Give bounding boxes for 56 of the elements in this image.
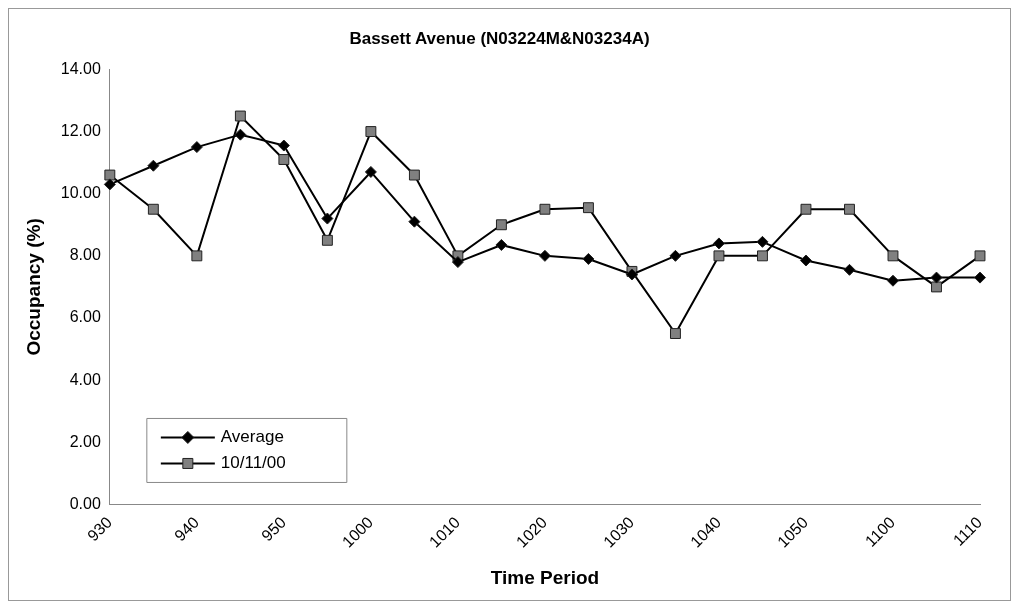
point [234, 128, 247, 141]
point [495, 238, 508, 251]
y-tick-label: 0.00 [69, 494, 101, 512]
point [191, 250, 203, 262]
x-tick-label: 930 [84, 513, 116, 545]
point [365, 126, 377, 137]
point [147, 159, 160, 172]
point [538, 249, 551, 262]
y-tick-label: 12.00 [60, 121, 101, 139]
point [277, 139, 290, 152]
y-tick-label: 8.00 [69, 246, 101, 264]
point [886, 274, 899, 287]
y-tick-label: 14.00 [60, 59, 101, 77]
y-axis-title: Occupancy (%) [22, 218, 44, 356]
point [887, 250, 899, 262]
y-tick-label: 4.00 [69, 370, 101, 388]
point [103, 178, 116, 191]
point [408, 215, 421, 228]
point [625, 268, 638, 281]
point [712, 237, 725, 250]
point [931, 281, 942, 293]
point [234, 110, 246, 122]
point [799, 254, 812, 267]
x-axis-title: Time Period [490, 566, 600, 588]
point [800, 203, 812, 215]
legend-label: Average [220, 427, 284, 447]
y-tick-label: 10.00 [60, 184, 101, 202]
point [756, 235, 769, 248]
x-tick-label: 940 [171, 513, 203, 545]
point [974, 271, 986, 284]
chart-title: Bassett Avenue (N03224M&N03234A) [349, 28, 650, 48]
point [713, 250, 725, 262]
point [321, 234, 333, 246]
point [843, 263, 856, 276]
point [147, 203, 159, 215]
point [321, 212, 334, 225]
y-tick-label: 6.00 [69, 308, 101, 326]
legend-label: 10/11/00 [220, 453, 286, 473]
point [364, 165, 377, 178]
x-tick-label: 950 [258, 513, 290, 545]
point [278, 154, 290, 165]
point [669, 328, 681, 339]
point [190, 141, 203, 154]
point [757, 250, 768, 262]
point [582, 202, 594, 214]
point [408, 169, 420, 181]
y-tick-label: 2.00 [69, 432, 101, 450]
point [495, 219, 507, 231]
point [104, 169, 116, 181]
point [669, 249, 682, 262]
point [582, 252, 595, 265]
point [930, 271, 943, 284]
point [844, 203, 855, 215]
point [974, 250, 986, 262]
point [451, 256, 464, 269]
point [539, 203, 551, 215]
